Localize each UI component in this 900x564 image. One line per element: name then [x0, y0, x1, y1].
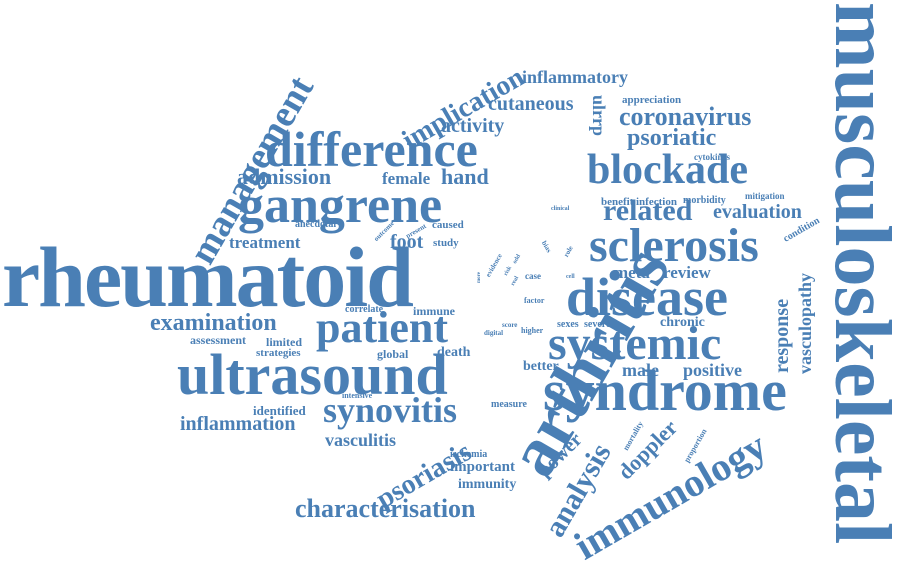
word-ulrrp: ulrrp	[589, 95, 609, 137]
word-synovitis: synovitis	[323, 390, 458, 430]
word-role: role	[562, 244, 575, 259]
word-psoriatic: psoriatic	[627, 125, 717, 151]
word-musculoskeletal: musculoskeletal	[818, 2, 900, 545]
word-immunity: immunity	[458, 477, 517, 492]
word-higher: higher	[521, 326, 544, 335]
word-ultrasound: ultrasound	[177, 342, 448, 407]
word-real: real	[510, 275, 521, 287]
word-severe: severe	[584, 319, 611, 330]
word-cutaneous: cutaneous	[488, 93, 574, 115]
word-sclerosis: sclerosis	[589, 219, 759, 272]
word-foot: foot	[390, 231, 424, 253]
word-evaluation: evaluation	[713, 201, 802, 223]
word-appreciation: appreciation	[622, 94, 682, 106]
word-inflammatory: inflammatory	[522, 67, 628, 87]
word-meta: meta	[614, 263, 650, 282]
word-clinical: clinical	[551, 206, 570, 212]
word-disease: disease	[566, 267, 728, 327]
word-syndrome: syndrome	[543, 358, 787, 423]
word-coronavirus: coronavirus	[619, 102, 752, 131]
word-examination: examination	[150, 310, 277, 336]
word-morbidity: morbidity	[683, 195, 726, 206]
word-admission: admission	[237, 164, 332, 189]
word-bias: bias	[539, 239, 553, 254]
word-systemic: systemic	[548, 317, 722, 370]
word-risk: risk	[503, 265, 514, 277]
word-important: important	[450, 459, 515, 475]
word-rheumatoid: rheumatoid	[2, 229, 414, 325]
word-vasculopathy: vasculopathy	[795, 272, 815, 374]
word-gangrene: gangrene	[238, 177, 443, 234]
word-cytokines: cytokines	[694, 152, 730, 162]
word-difference: difference	[265, 121, 478, 177]
word-score: score	[502, 321, 518, 329]
word-characterisation: characterisation	[295, 494, 476, 523]
word-odd: odd	[512, 253, 523, 265]
word-strategies: strategies	[256, 347, 301, 359]
word-activity: activity	[441, 115, 505, 137]
word-anecdotal: anecdotal	[295, 219, 337, 230]
word-correlate: correlate	[345, 304, 384, 315]
word-limited: limited	[266, 335, 302, 349]
word-review: review	[663, 263, 711, 282]
word-inflammation: inflammation	[180, 413, 296, 435]
word-chronic: chronic	[660, 315, 705, 330]
word-immune: immune	[413, 304, 455, 318]
word-assessment: assessment	[190, 333, 246, 347]
word-caused: caused	[432, 219, 464, 231]
word-ischemia: ischemia	[450, 449, 488, 460]
word-measure: measure	[491, 399, 527, 410]
word-identified: identified	[253, 403, 306, 418]
word-evidence: evidence	[484, 252, 504, 279]
word-cell: cell	[566, 274, 575, 280]
word-vasculitis: vasculitis	[325, 430, 397, 450]
word-more: more	[477, 271, 482, 283]
word-treatment: treatment	[229, 233, 301, 252]
word-patient: patient	[316, 303, 448, 352]
word-hand: hand	[441, 164, 489, 189]
word-positive: positive	[683, 360, 743, 380]
word-female: female	[382, 169, 431, 188]
word-global: global	[377, 347, 409, 361]
word-benefit: benefit	[601, 196, 634, 208]
word-blockade: blockade	[587, 147, 749, 193]
word-better: better	[523, 359, 559, 374]
word-mitigation: mitigation	[745, 191, 785, 201]
word-infection: infection	[636, 196, 677, 208]
word-response: response	[771, 298, 793, 373]
word-case: case	[525, 271, 541, 281]
word-male: male	[622, 360, 659, 380]
word-factor: factor	[524, 296, 545, 305]
word-intensive: intensive	[342, 391, 373, 400]
word-sexes: sexes	[557, 319, 579, 330]
word-study: study	[433, 237, 459, 249]
word-digital: digital	[484, 329, 504, 337]
word-related: related	[603, 194, 693, 227]
word-death: death	[437, 345, 471, 360]
